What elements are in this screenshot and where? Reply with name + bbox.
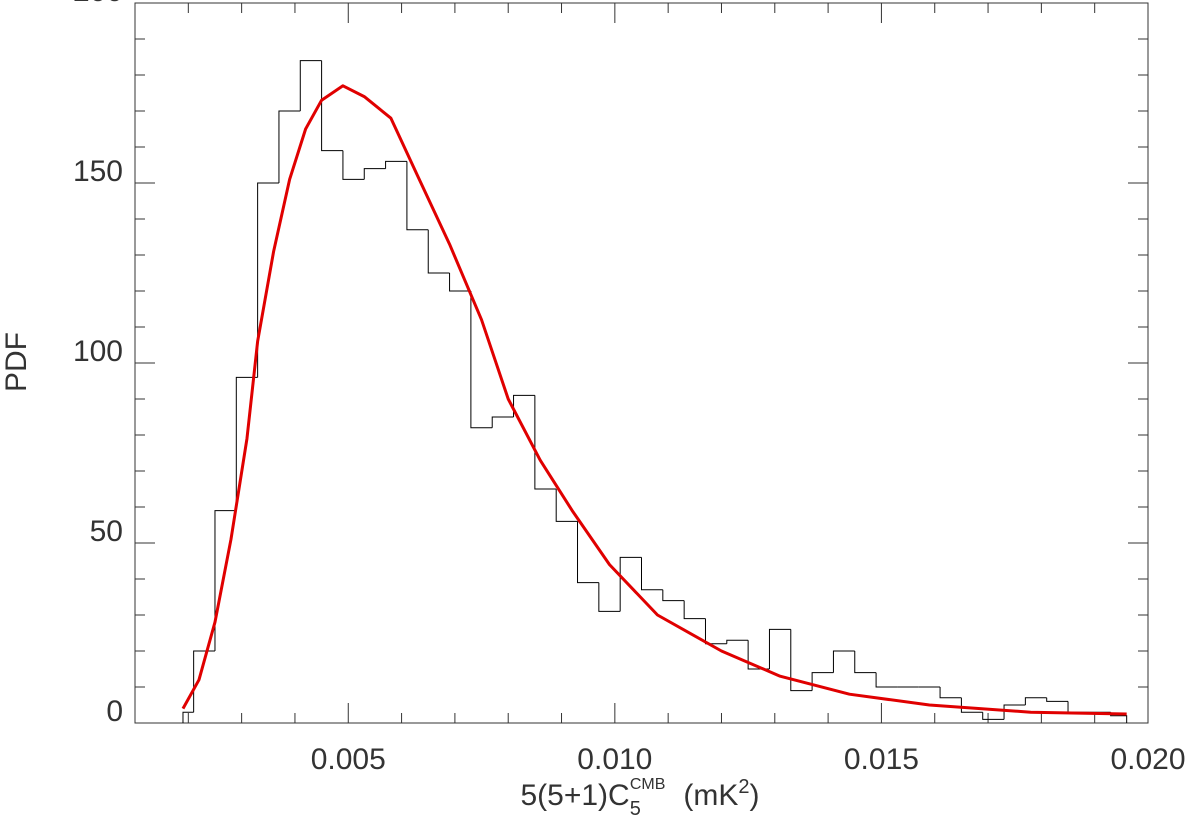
histogram-bin [875,672,898,688]
y-tick-label: 200 [73,0,123,8]
histogram-bin [768,628,791,669]
x-axis-label: 5(5+1)C5 CMB (mK2) [520,776,759,820]
histogram-bin [619,556,642,612]
histogram-bin [363,168,386,180]
histogram-bin [577,521,599,584]
histogram-bin [832,650,855,673]
y-tick-label: 0 [106,695,123,728]
histogram-bin [1024,697,1047,705]
x-tick-label: 0.015 [844,743,919,776]
histogram-bin [662,589,685,602]
histogram-bin [299,60,322,111]
histogram-bin [257,182,279,378]
histogram-bin [182,711,194,723]
y-tick-label: 50 [90,515,123,548]
histogram-bin [598,582,621,612]
x-label-superscript: 2 [738,776,749,798]
histogram-bin [214,510,237,651]
x-tick-label: 0.010 [577,743,652,776]
y-axis-label: PDF [0,332,33,392]
histogram-bin [278,110,301,183]
histogram-bin [342,150,365,180]
histogram-bin [427,229,450,274]
histogram-bin [321,60,343,152]
y-tick-label: 100 [73,335,123,368]
x-label-part: (mK [683,779,738,812]
histogram-bin [854,651,877,674]
histogram-bin [385,160,407,169]
histogram-bin [939,687,962,699]
histogram-bin [1003,704,1026,720]
x-label-subscript: 5 [630,798,641,820]
x-tick-label: 0.005 [311,743,386,776]
histogram-bin [534,395,557,490]
histogram-bin [641,557,663,591]
histogram-bin [790,629,813,692]
histogram-bin [1067,701,1090,713]
x-tick-label: 0.020 [1110,743,1185,776]
histogram-bin [704,618,727,645]
histogram-bin [960,697,983,713]
histogram-bin [491,416,514,428]
x-label-superscript: CMB [630,776,666,793]
histogram-bin [555,489,578,522]
histogram-bin [449,273,471,292]
histogram-bin [406,161,429,231]
x-label-part: ) [750,779,760,812]
histogram-bin [726,639,749,644]
fit-curve [181,84,1127,716]
histogram-bin [982,712,1005,720]
histogram-bin [235,376,258,511]
x-label-part: 5(5+1)C [520,779,629,812]
histogram-bin [470,291,493,429]
histogram-bin [683,600,706,620]
histogram-bin [1046,697,1069,702]
y-tick-label: 150 [73,155,123,188]
